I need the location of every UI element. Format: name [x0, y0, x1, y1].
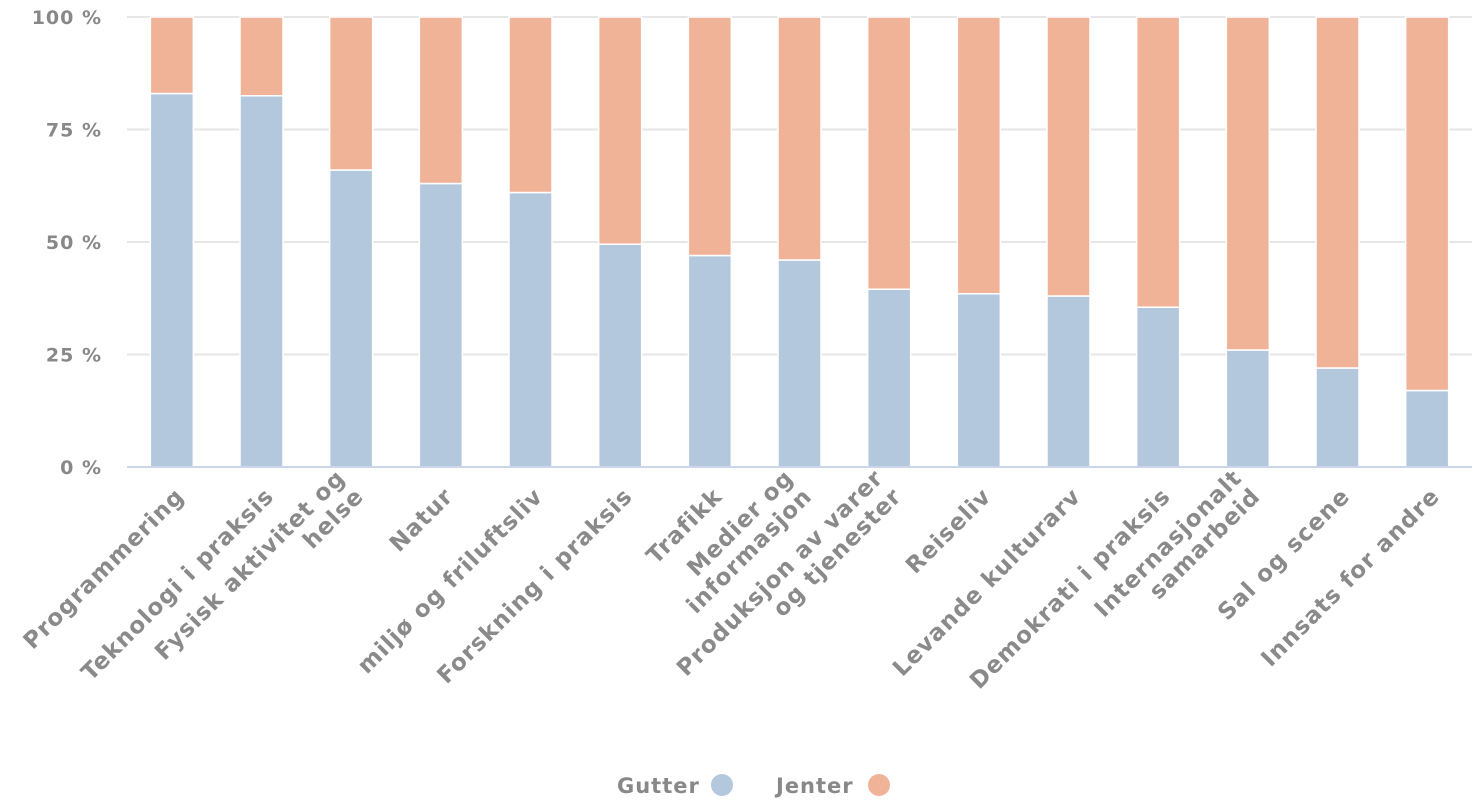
- x-tick-label-group: Programmering: [19, 484, 190, 655]
- bar-jenter-12: [1135, 16, 1181, 308]
- bar-gutter-15: [1404, 389, 1450, 468]
- x-tick-label-group: miljø og friluftsliv: [353, 484, 549, 680]
- bar-jenter-4: [418, 16, 464, 185]
- bar-jenter-8: [777, 16, 822, 261]
- legend-swatch-jenter: [868, 774, 890, 796]
- y-tick-label: 50 %: [46, 232, 102, 254]
- x-tick-label: Programmering: [19, 484, 190, 655]
- x-tick-label-group: Levande kulturarv: [888, 484, 1086, 682]
- x-tick-label-group: Innsats for andre: [1257, 484, 1446, 673]
- bar-jenter-10: [956, 16, 1002, 295]
- bar-gutter-7: [687, 254, 733, 468]
- bar-gutter-6: [597, 243, 643, 468]
- x-tick-label-group: Natur: [385, 484, 459, 558]
- y-tick-label: 0 %: [60, 457, 102, 479]
- y-axis-tick-labels: 0 % 25 % 50 % 75 % 100 %: [32, 7, 102, 479]
- bar-jenter-7: [687, 16, 733, 257]
- bar-gutter-3: [328, 169, 374, 468]
- bar-jenter-2: [239, 16, 284, 97]
- bar-jenter-15: [1404, 16, 1450, 392]
- bar-jenter-11: [1046, 16, 1091, 297]
- bar-gutter-2: [239, 95, 284, 468]
- bar-gutter-1: [149, 92, 195, 468]
- bar-jenter-13: [1225, 16, 1271, 351]
- bar-gutter-11: [1046, 295, 1091, 468]
- bar-gutter-9: [866, 288, 912, 468]
- bars: [149, 16, 1450, 468]
- bar-gutter-4: [418, 182, 464, 468]
- legend-label-gutter: Gutter: [617, 774, 700, 798]
- y-tick-label: 25 %: [46, 345, 102, 367]
- bar-gutter-5: [508, 191, 553, 468]
- bar-jenter-14: [1315, 16, 1360, 369]
- y-tick-label: 100 %: [32, 7, 102, 29]
- bar-gutter-14: [1315, 367, 1360, 468]
- x-tick-label: Reiseliv: [901, 484, 997, 580]
- bar-jenter-1: [149, 16, 195, 95]
- x-tick-label: miljø og friluftsliv: [353, 484, 549, 680]
- bar-jenter-5: [508, 16, 553, 194]
- y-tick-label: 75 %: [46, 120, 102, 142]
- bar-jenter-6: [597, 16, 643, 245]
- x-tick-label: Natur: [385, 484, 459, 558]
- bar-gutter-10: [956, 293, 1002, 468]
- bar-jenter-3: [328, 16, 374, 171]
- bar-gutter-8: [777, 259, 822, 468]
- legend-swatch-gutter: [711, 774, 733, 796]
- bar-jenter-9: [866, 16, 912, 290]
- x-tick-label-group: Reiseliv: [901, 484, 997, 580]
- x-tick-label: Innsats for andre: [1257, 484, 1446, 673]
- legend: Gutter Jenter: [617, 774, 890, 798]
- legend-label-jenter: Jenter: [774, 774, 854, 798]
- bar-gutter-13: [1225, 349, 1271, 468]
- x-tick-label: Levande kulturarv: [888, 484, 1086, 682]
- bar-gutter-12: [1135, 306, 1181, 468]
